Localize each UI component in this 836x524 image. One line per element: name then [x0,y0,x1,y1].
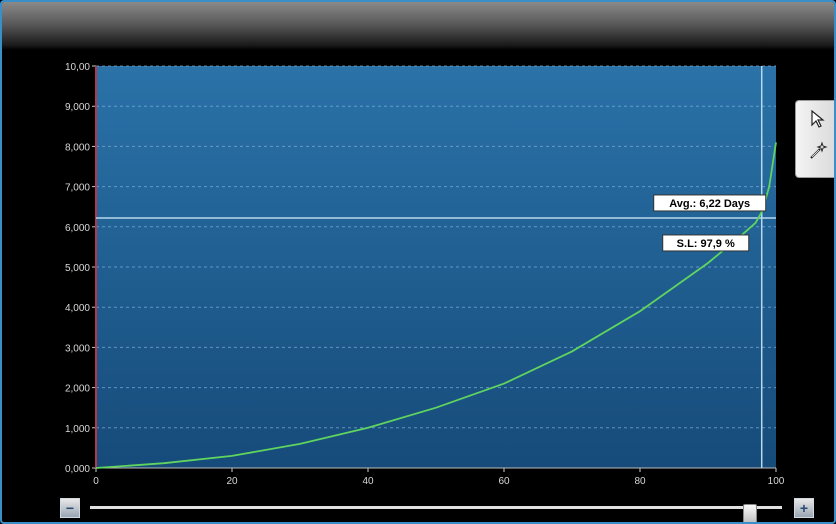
y-tick-label: 1,000 [65,424,90,435]
x-tick-label: 0 [93,476,99,487]
zoom-out-button[interactable]: − [60,498,80,518]
y-tick-label: 6,000 [65,223,90,234]
title-bar [2,2,834,50]
service-level-label: S.L: 97,9 % [677,238,735,250]
y-tick-label: 10,00 [65,62,90,73]
y-tick-label: 7,000 [65,183,90,194]
zoom-slider: − + [60,498,820,522]
average-label-box [653,194,767,212]
data-series-line [95,142,777,469]
average-label: Avg.: 6,22 Days [669,198,750,210]
x-tick-label: 20 [226,476,238,487]
line-chart: 0,000 1,000 2,000 3,000 4,000 5,000 6,000 7,000… [65,62,785,487]
y-tick-label: 4,000 [65,303,90,314]
pointer-icon[interactable] [806,107,830,131]
y-tick-label: 5,000 [65,263,90,274]
chart-toolbar [795,100,834,178]
y-tick-label: 2,000 [65,384,90,395]
service-level-label-box [662,234,750,252]
y-tick-label: 8,000 [65,142,90,153]
y-tick-label: 9,000 [65,102,90,113]
magic-wand-icon[interactable] [806,139,830,163]
y-tick-label: 0,000 [65,464,90,475]
x-tick-label: 40 [362,476,374,487]
x-tick-label: 80 [634,476,646,487]
zoom-in-button[interactable]: + [794,498,814,518]
slider-thumb[interactable] [742,504,757,522]
slider-track[interactable] [90,504,782,522]
x-tick-label: 60 [498,476,510,487]
x-tick-label: 100 [768,476,785,487]
y-tick-label: 3,000 [65,343,90,354]
